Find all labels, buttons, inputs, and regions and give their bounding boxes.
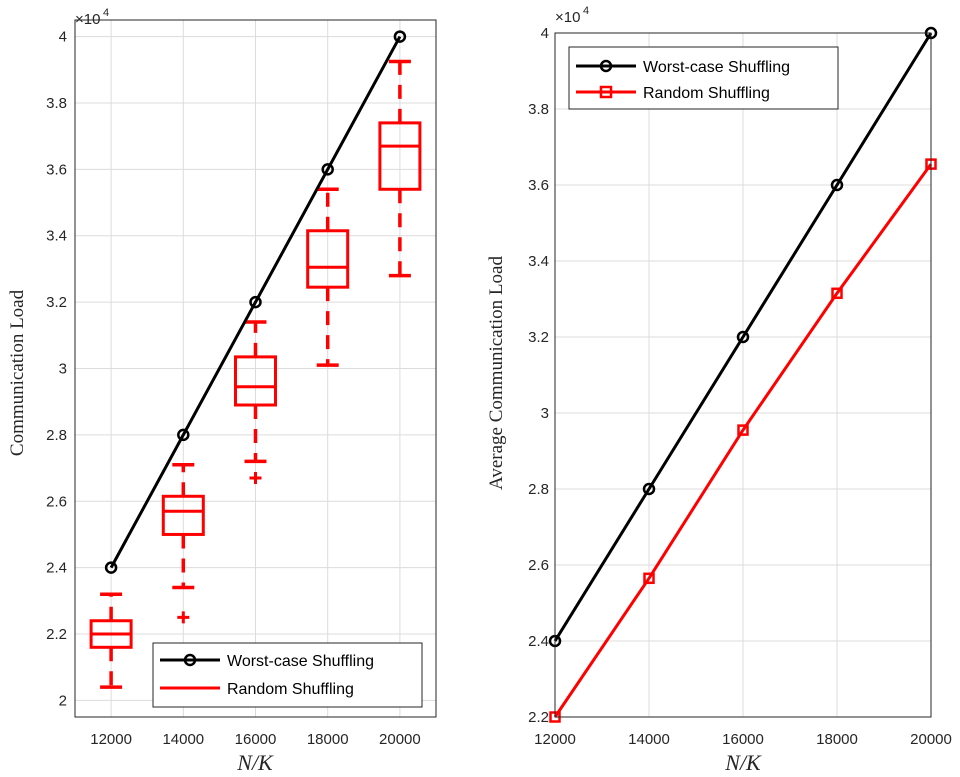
- right-chart-panel: 2.2 2.4 2.6 2.8 3 3.2 3.4 3.6 3.8 4 12000 14000 1600…: [486, 5, 952, 775]
- left-x-tick-label: 12000: [90, 731, 132, 748]
- left-worst-case-point: [393, 30, 407, 43]
- left-worst-case-point: [321, 163, 334, 176]
- right-y-tick-label: 3.2: [528, 329, 549, 346]
- right-y-tick-label: 3.6: [528, 177, 549, 194]
- left-y-tick-label: 3.4: [46, 228, 67, 245]
- left-worst-case-point: [104, 561, 118, 574]
- right-series-line-worst: [553, 32, 933, 642]
- right-legend-box: [568, 46, 839, 110]
- left-grid: [75, 20, 436, 717]
- right-y-multiplier-exp: 4: [583, 5, 589, 17]
- right-worst-case-point: [736, 330, 750, 344]
- left-boxplot: [89, 592, 133, 689]
- left-y-tick-label: 2.6: [46, 493, 67, 510]
- right-legend: Worst-case Shuffling Random Shuffling: [568, 46, 839, 110]
- left-worst-case-series: [104, 30, 407, 574]
- left-y-tick-label: 3.8: [46, 95, 67, 112]
- right-worst-case-point: [830, 178, 844, 192]
- left-y-tick-label: 2: [59, 692, 67, 709]
- left-tick-labels: 2 2.2 2.4 2.6 2.8 3 3.2 3.4 3.6 3.8 4 12000 14000 160…: [46, 29, 421, 748]
- right-worst-case-point: [642, 482, 656, 496]
- left-legend-label-random: Random Shuffling: [227, 681, 354, 698]
- right-y-tick-label: 3.4: [528, 253, 549, 270]
- right-legend-label-random: Random Shuffling: [643, 85, 770, 102]
- left-y-tick-label: 2.2: [46, 626, 67, 643]
- boxplot-outlier: [177, 611, 190, 624]
- right-axes-frame: [554, 32, 932, 718]
- right-y-multiplier: ×10: [555, 9, 580, 26]
- right-y-tick-label: 2.2: [528, 709, 549, 726]
- right-y-axis-label: Average Communication Load: [486, 256, 507, 490]
- right-x-tick-label: 12000: [534, 731, 576, 748]
- right-y-tick-label: 2.6: [528, 557, 549, 574]
- right-y-tick-label: 3.8: [528, 101, 549, 118]
- left-legend-box: [152, 642, 423, 708]
- left-legend-label-worst: Worst-case Shuffling: [227, 653, 374, 670]
- right-grid: [554, 32, 932, 718]
- left-axes-frame: [74, 19, 437, 718]
- left-legend-marker-worst: [183, 653, 197, 667]
- left-legend: Worst-case Shuffling Random Shuffling: [152, 642, 423, 708]
- left-y-tick-label: 3.2: [46, 294, 67, 311]
- right-x-tick-label: 16000: [722, 731, 764, 748]
- left-y-tick-label: 3.6: [46, 161, 67, 178]
- right-random-point: [737, 424, 749, 436]
- left-worst-case-point: [177, 428, 190, 442]
- left-y-tick-label: 4: [59, 29, 67, 46]
- left-worst-case-line: [109, 35, 402, 569]
- right-series-line-random: [553, 163, 933, 718]
- right-random-point: [643, 572, 655, 585]
- right-y-tick-label: 2.4: [528, 633, 549, 650]
- boxplot-box: [378, 121, 422, 191]
- left-x-axis-label: N/K: [236, 750, 274, 775]
- left-x-tick-label: 14000: [162, 731, 204, 748]
- right-legend-marker-random: [599, 85, 613, 99]
- left-worst-case-point: [249, 295, 262, 309]
- boxplot-box: [234, 355, 277, 407]
- left-boxplot: [306, 187, 350, 367]
- left-x-tick-label: 18000: [307, 731, 349, 748]
- left-y-multiplier-exp: 4: [103, 7, 109, 19]
- boxplot-box: [161, 494, 205, 536]
- right-legend-marker-worst: [599, 59, 613, 73]
- left-y-tick-label: 3: [59, 361, 67, 378]
- right-x-tick-label: 14000: [628, 731, 670, 748]
- left-x-tick-label: 20000: [379, 731, 421, 748]
- left-y-tick-label: 2.4: [46, 560, 67, 577]
- right-x-tick-label: 20000: [910, 731, 952, 748]
- left-boxplot: [161, 463, 205, 624]
- left-boxplot: [378, 59, 422, 278]
- right-x-axis-label: N/K: [724, 750, 762, 775]
- left-boxplot: [234, 320, 277, 485]
- left-chart-panel: 2 2.2 2.4 2.6 2.8 3 3.2 3.4 3.6 3.8 4 12000 14000 160…: [7, 7, 437, 775]
- boxplot-outlier: [249, 472, 262, 485]
- left-y-axis-label: Communication Load: [7, 289, 28, 456]
- right-x-tick-label: 18000: [816, 731, 858, 748]
- boxplot-box: [306, 229, 350, 289]
- right-y-tick-label: 4: [541, 25, 549, 42]
- right-legend-label-worst: Worst-case Shuffling: [643, 59, 790, 76]
- left-x-tick-label: 16000: [235, 731, 277, 748]
- left-y-tick-label: 2.8: [46, 427, 67, 444]
- right-y-tick-label: 2.8: [528, 481, 549, 498]
- left-boxplots: [89, 59, 422, 689]
- right-random-point: [831, 287, 843, 300]
- right-tick-labels: 2.2 2.4 2.6 2.8 3 3.2 3.4 3.6 3.8 4 12000 14000 1600…: [528, 25, 952, 748]
- right-y-tick-label: 3: [541, 405, 549, 422]
